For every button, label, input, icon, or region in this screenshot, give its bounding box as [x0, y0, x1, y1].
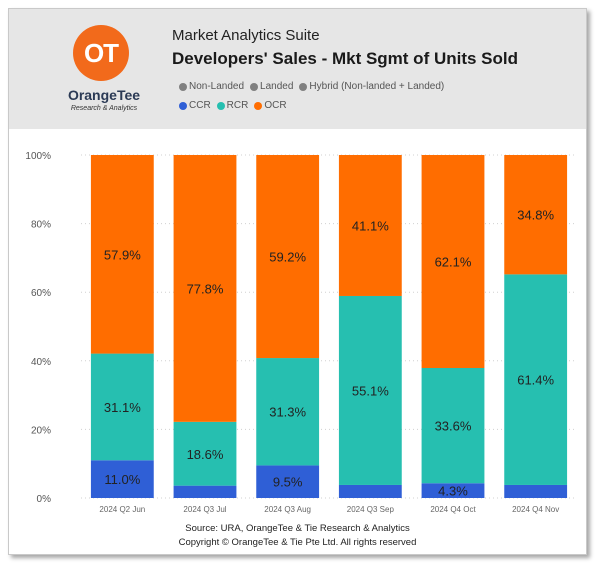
- bar-segment-ocr: [90, 155, 154, 354]
- bar-segment-rcr: [173, 421, 237, 486]
- x-tick-label: 2024 Q3 Aug: [264, 505, 311, 514]
- filter-dot-icon: [250, 82, 259, 91]
- bar-segment-ocr: [256, 155, 320, 359]
- data-label: 18.6%: [187, 447, 224, 462]
- chart-legend: CCR RCR OCR: [179, 100, 287, 111]
- bar-segment-rcr: [421, 368, 485, 484]
- bar-segment-ccr: [173, 485, 237, 498]
- filter-label: Hybrid (Non-landed + Landed): [309, 81, 445, 92]
- x-tick-label: 2024 Q4 Nov: [512, 505, 559, 514]
- data-label: 57.9%: [104, 247, 141, 262]
- report-card: OT OrangeTee Research & Analytics Market…: [8, 8, 587, 555]
- bar-segment-ocr: [504, 155, 568, 275]
- bar-segment-ccr: [90, 460, 154, 498]
- x-tick-label: 2024 Q3 Jul: [183, 505, 226, 514]
- data-label: 41.1%: [352, 218, 389, 233]
- data-label: 62.1%: [435, 255, 472, 270]
- copyright-note: Copyright © OrangeTee & Tie Pte Ltd. All…: [178, 537, 417, 548]
- logo-tagline: Research & Analytics: [70, 105, 138, 112]
- bar-segment-ccr: [256, 465, 320, 498]
- x-tick-label: 2024 Q2 Jun: [99, 505, 145, 514]
- legend-dot-icon: [216, 101, 225, 110]
- y-tick-label: 100%: [25, 151, 51, 162]
- legend-label: CCR: [189, 100, 211, 111]
- bar-segment-ocr: [421, 155, 485, 369]
- data-label: 55.1%: [352, 383, 389, 398]
- legend-dot-icon: [254, 101, 263, 110]
- filter-dot-icon: [179, 82, 187, 91]
- property-type-filter: Non-Landed Landed Hybrid (Non-landed + L…: [179, 81, 444, 92]
- bar-segment-ccr: [504, 484, 568, 498]
- filter-landed[interactable]: Landed: [250, 81, 293, 92]
- data-label: 59.2%: [269, 250, 306, 265]
- y-tick-label: 0%: [37, 494, 52, 505]
- logo-mark: OT: [83, 37, 119, 68]
- bar-segment-rcr: [504, 274, 568, 485]
- legend-item-rcr[interactable]: RCR: [216, 100, 249, 111]
- y-tick-label: 80%: [31, 220, 51, 231]
- filter-hybrid[interactable]: Hybrid (Non-landed + Landed): [299, 81, 444, 92]
- bar-segment-rcr: [256, 358, 320, 466]
- chart-title: Developers' Sales - Mkt Sgmt of Units So…: [172, 49, 519, 68]
- x-tick-label: 2024 Q4 Oct: [430, 505, 476, 514]
- bar-segment-ccr: [421, 483, 485, 498]
- bar-segment-rcr: [338, 295, 402, 485]
- filter-label: Landed: [260, 81, 294, 92]
- legend-item-ccr[interactable]: CCR: [179, 100, 211, 111]
- stacked-bar-chart: 0% 20% 40% 60% 80% 100% 11.0% 31.1% 57.9% 2024 Q2…: [25, 151, 577, 514]
- bar-segment-ocr: [173, 155, 237, 422]
- data-label: 34.8%: [517, 208, 554, 223]
- filter-dot-icon: [299, 82, 308, 91]
- report-header: OT OrangeTee Research & Analytics Market…: [9, 9, 586, 129]
- y-tick-label: 60%: [31, 288, 51, 299]
- logo-name: OrangeTee: [67, 87, 141, 103]
- y-tick-label: 40%: [31, 357, 51, 368]
- data-label: 31.1%: [104, 400, 141, 415]
- filter-non-landed[interactable]: Non-Landed: [179, 81, 244, 92]
- legend-item-ocr[interactable]: OCR: [254, 100, 287, 111]
- legend-dot-icon: [179, 101, 187, 110]
- filter-label: Non-Landed: [189, 81, 245, 92]
- data-label: 33.6%: [435, 419, 472, 434]
- legend-label: RCR: [226, 100, 249, 111]
- data-label: 61.4%: [517, 373, 554, 388]
- source-note: Source: URA, OrangeTee & Tie Research & …: [185, 523, 410, 534]
- y-tick-label: 20%: [31, 425, 51, 436]
- legend-label: OCR: [264, 100, 287, 111]
- data-label: 11.0%: [104, 472, 140, 487]
- data-label: 4.3%: [438, 484, 468, 499]
- bar-segment-rcr: [90, 353, 154, 461]
- data-label: 77.8%: [187, 281, 224, 296]
- bar-segment-ccr: [338, 484, 402, 498]
- suite-name: Market Analytics Suite: [172, 27, 320, 44]
- bar-segment-ocr: [338, 155, 402, 296]
- orangetee-logo: OT: [73, 25, 129, 81]
- data-label: 9.5%: [273, 475, 303, 490]
- data-label: 31.3%: [269, 405, 306, 420]
- x-tick-label: 2024 Q3 Sep: [347, 505, 395, 514]
